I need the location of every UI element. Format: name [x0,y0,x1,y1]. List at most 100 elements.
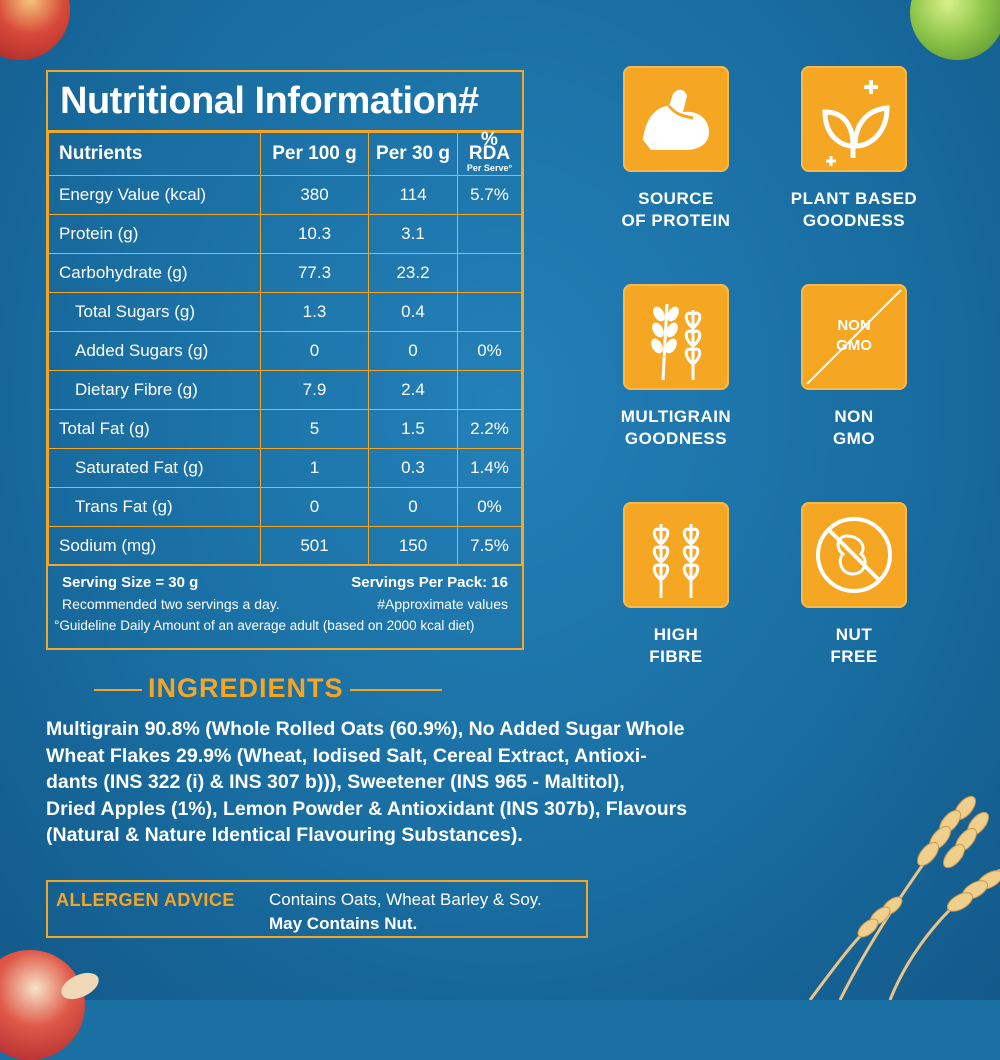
per-30g-value: 0 [368,331,458,371]
guideline-note: °Guideline Daily Amount of an average ad… [54,618,475,633]
per-100g-value: 380 [260,175,369,215]
wheat-stalks-image [808,795,1000,1000]
per-30g-value: 0 [368,487,458,527]
header-rda: % RDA Per Serve° [457,130,522,176]
feature-label-line2: FREE [830,647,878,666]
table-row: Protein (g) 10.3 3.1 [48,214,522,254]
nutrient-name: Energy Value (kcal) [48,175,261,215]
per-30g-value: 23.2 [368,253,458,293]
feature-label-line1: NON [834,407,874,426]
feature-label: MULTIGRAIN GOODNESS [596,406,756,450]
no-nut-icon [801,502,907,608]
header-rda-sub: Per Serve° [466,163,513,173]
table-row: Saturated Fat (g) 1 0.3 1.4% [48,448,522,488]
rda-value: 0% [457,487,522,527]
nutrient-name: Total Fat (g) [48,409,261,449]
servings-per-pack: Servings Per Pack: 16 [351,574,508,591]
per-30g-value: 150 [368,526,458,566]
feature-label-line2: OF PROTEIN [621,211,731,230]
header-per-30g: Per 30 g [368,132,458,176]
ingredients-title: INGREDIENTS [148,673,344,703]
nutrition-title: Nutritional Information# [48,72,522,132]
feature-label-line2: GMO [832,429,876,448]
table-row: Added Sugars (g) 0 0 0% [48,331,522,371]
header-per-100g: Per 100 g [260,132,369,176]
nutrient-name: Dietary Fibre (g) [48,370,261,410]
feature-multigrain: MULTIGRAIN GOODNESS [596,284,756,450]
nutrient-name: Total Sugars (g) [48,292,261,332]
per-30g-value: 3.1 [368,214,458,254]
per-30g-value: 0.3 [368,448,458,488]
table-row: Dietary Fibre (g) 7.9 2.4 [48,370,522,410]
feature-label: NON GMO [774,406,934,450]
feature-high-fibre: HIGH FIBRE [596,502,756,668]
feature-label-line1: PLANT BASED [790,189,918,208]
feature-label-line2: GOODNESS [624,429,728,448]
ingredients-line: Dried Apples (1%), Lemon Powder & Antiox… [46,797,688,820]
ingredients-text: Multigrain 90.8% (Whole Rolled Oats (60.… [46,716,826,849]
per-30g-value: 114 [368,175,458,215]
per-100g-value: 1.3 [260,292,369,332]
multigrain-icon [623,284,729,390]
feature-label-line1: MULTIGRAIN [620,407,732,426]
per-100g-value: 10.3 [260,214,369,254]
per-30g-value: 0.4 [368,292,458,332]
allergen-title: ALLERGEN ADVICE [56,890,235,910]
table-row: Trans Fat (g) 0 0 0% [48,487,522,527]
nutrition-table: Nutritional Information# Nutrients Per 1… [46,70,524,650]
table-row: Energy Value (kcal) 380 114 5.7% [48,175,522,215]
rda-value: 2.2% [457,409,522,449]
allergen-contains: Contains Oats, Wheat Barley & Soy. [269,890,542,909]
per-100g-value: 0 [260,487,369,527]
per-30g-value: 1.5 [368,409,458,449]
feature-label-line2: FIBRE [649,647,703,666]
rda-value: 0% [457,331,522,371]
nutrient-name: Trans Fat (g) [48,487,261,527]
serving-size: Serving Size = 30 g [62,574,199,591]
divider [94,689,142,691]
per-100g-value: 0 [260,331,369,371]
ingredients-line: Multigrain 90.8% (Whole Rolled Oats (60.… [46,718,685,740]
nutrient-name: Saturated Fat (g) [48,448,261,488]
feature-label: SOURCE OF PROTEIN [596,188,756,232]
per-100g-value: 7.9 [260,370,369,410]
table-row: Sodium (mg) 501 150 7.5% [48,526,522,566]
table-row: Carbohydrate (g) 77.3 23.2 [48,253,522,293]
non-gmo-icon: NON GMO [801,284,907,390]
nutrient-name: Carbohydrate (g) [48,253,261,293]
per-30g-value: 2.4 [368,370,458,410]
rda-value [457,214,522,254]
feature-label: NUT FREE [774,624,934,668]
ingredients-line: dants (INS 322 (i) & INS 307 b))), Sweet… [46,771,625,793]
feature-label: PLANT BASED GOODNESS [774,188,934,232]
feature-plant-based: PLANT BASED GOODNESS [774,66,934,232]
divider [350,689,442,691]
table-row: Total Fat (g) 5 1.5 2.2% [48,409,522,449]
feature-label-line1: NUT [835,625,873,644]
per-100g-value: 5 [260,409,369,449]
ingredients-header: INGREDIENTS [44,673,444,707]
nutrient-name: Sodium (mg) [48,526,261,566]
flexed-arm-icon [623,66,729,172]
non-gmo-badge-line2: GMO [836,337,872,354]
serving-info: Serving Size = 30 g Servings Per Pack: 1… [48,564,522,648]
nutrient-name: Added Sugars (g) [48,331,261,371]
feature-label: HIGH FIBRE [596,624,756,668]
per-100g-value: 501 [260,526,369,566]
table-row: Total Sugars (g) 1.3 0.4 [48,292,522,332]
plant-leaves-icon [801,66,907,172]
wheat-icon [623,502,729,608]
feature-label-line1: SOURCE [638,189,714,208]
non-gmo-badge-line1: NON [837,317,871,334]
rda-value [457,292,522,332]
feature-label-line2: GOODNESS [802,211,906,230]
approximate-note: #Approximate values [377,596,508,612]
allergen-advice-box: ALLERGEN ADVICE Contains Oats, Wheat Bar… [46,880,588,938]
per-100g-value: 77.3 [260,253,369,293]
rda-value [457,370,522,410]
nutrient-name: Protein (g) [48,214,261,254]
rda-value: 7.5% [457,526,522,566]
feature-source-of-protein: SOURCE OF PROTEIN [596,66,756,232]
feature-non-gmo: NON GMO NON GMO [774,284,934,450]
nutrition-grid: Nutrients Per 100 g Per 30 g % RDA Per S… [48,130,522,566]
